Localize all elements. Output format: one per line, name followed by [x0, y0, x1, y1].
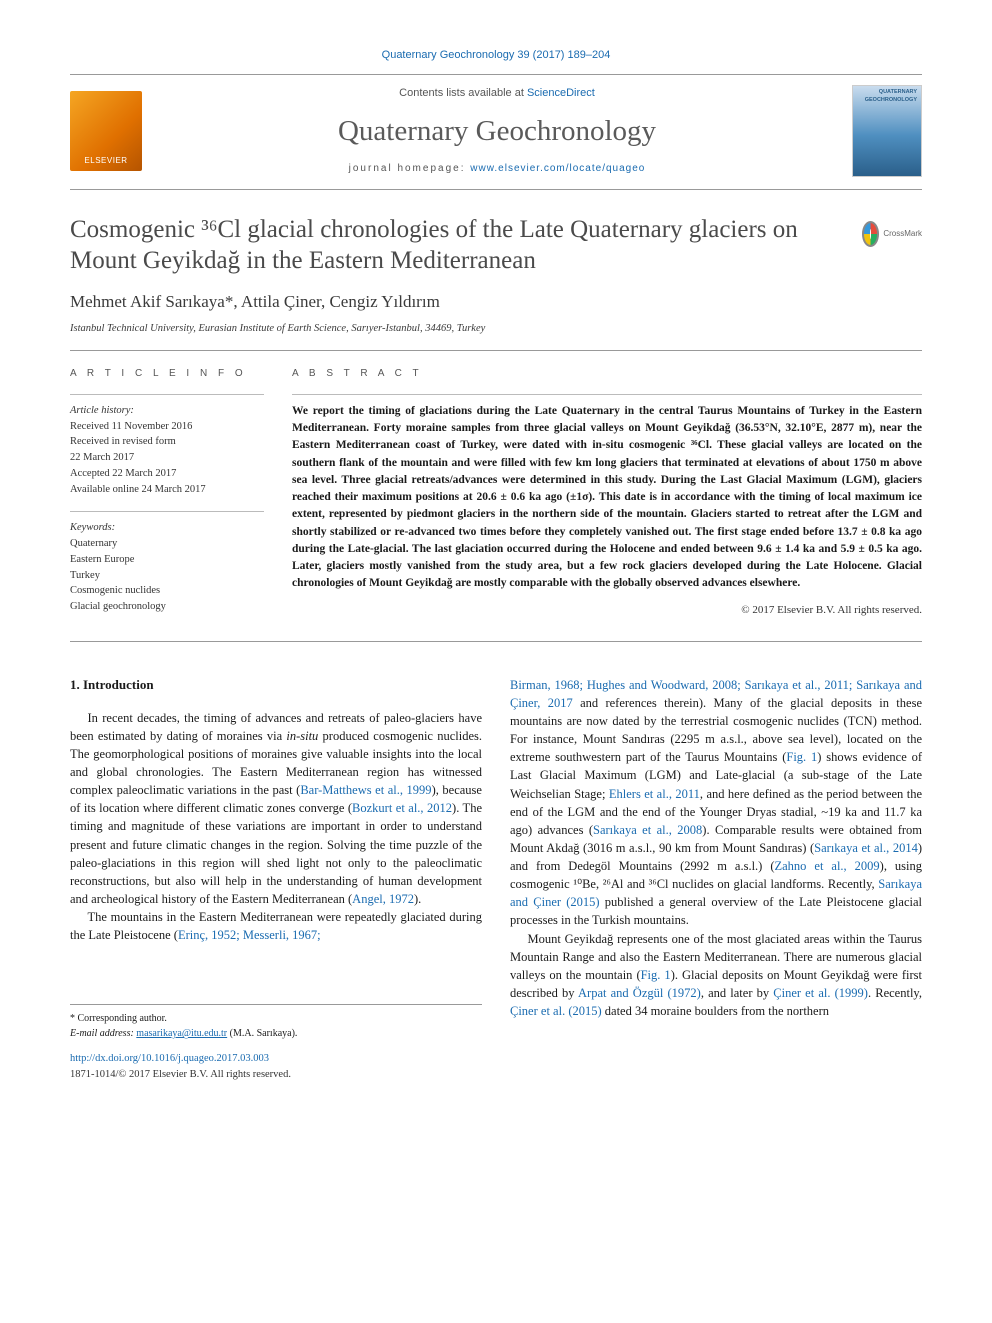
affiliation: Istanbul Technical University, Eurasian … [70, 321, 922, 336]
figure-ref[interactable]: Fig. 1 [641, 968, 671, 982]
citation-ref[interactable]: Angel, 1972 [352, 892, 414, 906]
crossmark-badge[interactable]: CrossMark [862, 214, 922, 254]
citation-ref[interactable]: Bozkurt et al., 2012 [352, 801, 452, 815]
figure-ref[interactable]: Fig. 1 [786, 750, 817, 764]
author-email[interactable]: masarikaya@itu.edu.tr [136, 1028, 227, 1039]
citation-ref[interactable]: Arpat and Özgül (1972) [578, 986, 701, 1000]
citation-ref[interactable]: Sarıkaya et al., 2008 [593, 823, 702, 837]
citation-ref[interactable]: Çiner et al. (1999) [773, 986, 868, 1000]
journal-name: Quaternary Geochronology [156, 110, 838, 152]
doi-link[interactable]: http://dx.doi.org/10.1016/j.quageo.2017.… [70, 1051, 482, 1067]
history-line: 22 March 2017 [70, 450, 264, 466]
abstract-copyright: © 2017 Elsevier B.V. All rights reserved… [292, 603, 922, 619]
publisher-logo: ELSEVIER [70, 91, 142, 171]
journal-cover-thumbnail [852, 85, 922, 177]
homepage-link[interactable]: www.elsevier.com/locate/quageo [470, 163, 645, 174]
paragraph: Mount Geyikdağ represents one of the mos… [510, 930, 922, 1021]
keyword: Turkey [70, 568, 264, 584]
section-heading: 1. Introduction [70, 676, 482, 695]
keyword: Glacial geochronology [70, 599, 264, 615]
keywords-header: Keywords: [70, 520, 264, 536]
contents-prefix: Contents lists available at [399, 87, 527, 99]
article-history: Article history: Received 11 November 20… [70, 394, 264, 498]
citation-ref[interactable]: Erinç, 1952; Messerli, 1967; [178, 928, 321, 942]
crossmark-label: CrossMark [883, 228, 922, 240]
history-line: Available online 24 March 2017 [70, 482, 264, 498]
citation-ref[interactable]: Sarıkaya et al., 2014 [814, 841, 918, 855]
history-line: Received 11 November 2016 [70, 419, 264, 435]
paragraph: In recent decades, the timing of advance… [70, 709, 482, 908]
abstract-label: A B S T R A C T [292, 367, 922, 382]
paragraph: Birman, 1968; Hughes and Woodward, 2008;… [510, 676, 922, 930]
crossmark-icon [862, 221, 879, 247]
keyword: Cosmogenic nuclides [70, 583, 264, 599]
body-text: 1. Introduction In recent decades, the t… [70, 676, 922, 1083]
citation-ref[interactable]: Zahno et al., 2009 [774, 859, 879, 873]
abstract-text: We report the timing of glaciations duri… [292, 394, 922, 593]
article-title: Cosmogenic ³⁶Cl glacial chronologies of … [70, 214, 846, 277]
journal-homepage: journal homepage: www.elsevier.com/locat… [156, 162, 838, 177]
history-header: Article history: [70, 403, 264, 419]
sciencedirect-link[interactable]: ScienceDirect [527, 87, 595, 99]
citation-ref[interactable]: Ehlers et al., 2011 [609, 787, 700, 801]
homepage-prefix: journal homepage: [349, 163, 471, 174]
citation-line: Quaternary Geochronology 39 (2017) 189–2… [70, 48, 922, 64]
citation-ref[interactable]: Bar-Matthews et al., 1999 [300, 783, 431, 797]
citation-ref[interactable]: Çiner et al. (2015) [510, 1004, 602, 1018]
corresponding-author: * Corresponding author. [70, 1011, 482, 1026]
email-line: E-mail address: masarikaya@itu.edu.tr (M… [70, 1026, 482, 1041]
authors: Mehmet Akif Sarıkaya*, Attila Çiner, Cen… [70, 290, 922, 315]
footnotes: * Corresponding author. E-mail address: … [70, 1004, 482, 1083]
paragraph: The mountains in the Eastern Mediterrane… [70, 908, 482, 944]
journal-header: ELSEVIER Contents lists available at Sci… [70, 74, 922, 190]
publisher-line: 1871-1014/© 2017 Elsevier B.V. All right… [70, 1067, 482, 1083]
keyword: Eastern Europe [70, 552, 264, 568]
divider [70, 350, 922, 351]
divider [70, 641, 922, 642]
history-line: Received in revised form [70, 434, 264, 450]
keywords-block: Keywords: Quaternary Eastern Europe Turk… [70, 511, 264, 615]
history-line: Accepted 22 March 2017 [70, 466, 264, 482]
keyword: Quaternary [70, 536, 264, 552]
article-info-label: A R T I C L E I N F O [70, 367, 264, 382]
contents-available: Contents lists available at ScienceDirec… [156, 86, 838, 102]
